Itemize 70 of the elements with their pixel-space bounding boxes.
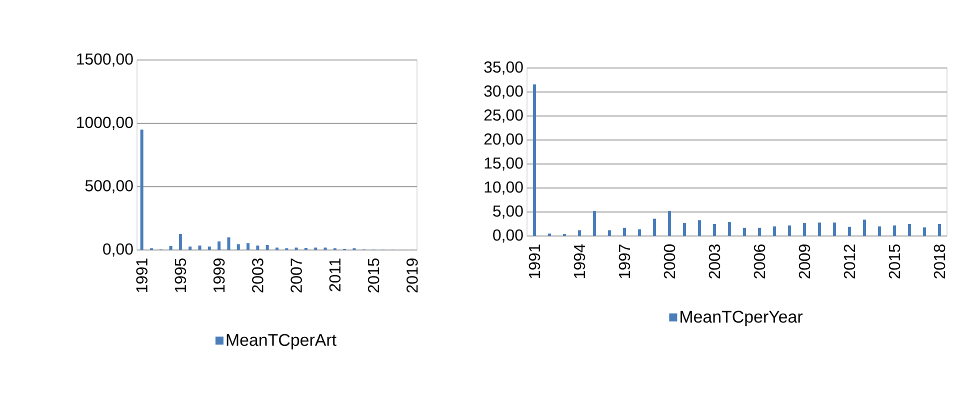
x-tick-label: 2019 [406,258,418,292]
x-tick-label: 2007 [290,258,302,292]
bar [218,241,221,250]
bar [246,243,250,250]
x-tick-label: 1991 [136,258,148,292]
x-tick-label: 2003 [708,244,720,278]
x-tick-label: 1999 [213,258,225,292]
bar [578,230,582,236]
bar [188,246,192,250]
y-tick-label: 5,00 [493,205,523,219]
bar [713,224,716,236]
y-tick-label: 1500,00 [77,53,133,67]
x-tick-label: 2018 [934,244,946,278]
bar [683,223,686,236]
x-tick-label: 2011 [329,258,341,292]
bar [728,222,732,236]
bar [818,222,822,236]
bar [169,246,172,250]
bar [848,226,852,236]
y-tick-label: 25,00 [484,109,523,123]
bar [923,227,926,236]
legend-label: MeanTCperArt [226,334,336,350]
bar [938,224,942,236]
bar [743,228,746,236]
y-tick-label: 35,00 [484,61,523,75]
x-tick-label: 2015 [368,258,380,292]
legend-label: MeanTCperYear [680,310,803,326]
bar [668,211,672,236]
bar [803,223,806,236]
bar [833,222,836,236]
bar [178,234,182,250]
y-tick-label: 1000,00 [77,116,133,130]
x-tick-label: 2003 [252,258,264,292]
y-tick-label: 15,00 [484,157,523,171]
x-tick-label: 2012 [844,244,856,278]
bar [653,218,656,236]
bar [593,211,596,236]
bar [256,246,260,250]
y-tick-label: 10,00 [484,181,523,195]
bar [533,84,536,236]
bar [893,225,896,236]
bar [198,246,202,250]
bar [878,226,882,236]
y-tick-label: 30,00 [484,85,523,99]
bar [698,220,702,236]
y-tick-label: 0,00 [493,229,523,243]
y-tick-label: 20,00 [484,133,523,147]
y-tick-label: 0,00 [103,243,133,257]
bar [773,226,776,236]
bar [788,225,792,236]
bar [266,244,269,250]
bar [608,230,612,236]
x-tick-label: 1994 [574,244,586,278]
bar [638,229,642,236]
x-tick-label: 2006 [754,244,766,278]
bar [908,224,912,236]
bar [208,246,211,250]
y-tick-label: 500,00 [85,180,133,194]
x-tick-label: 1995 [174,258,186,292]
x-tick-label: 1991 [528,244,540,278]
bar [623,228,626,236]
bar [758,228,762,236]
bar [227,237,230,250]
x-tick-label: 2009 [798,244,810,278]
bar [236,244,240,250]
x-tick-label: 1997 [618,244,630,278]
x-tick-label: 2015 [888,244,900,278]
bar [863,220,866,236]
bar [140,130,144,250]
x-tick-label: 2000 [664,244,676,278]
